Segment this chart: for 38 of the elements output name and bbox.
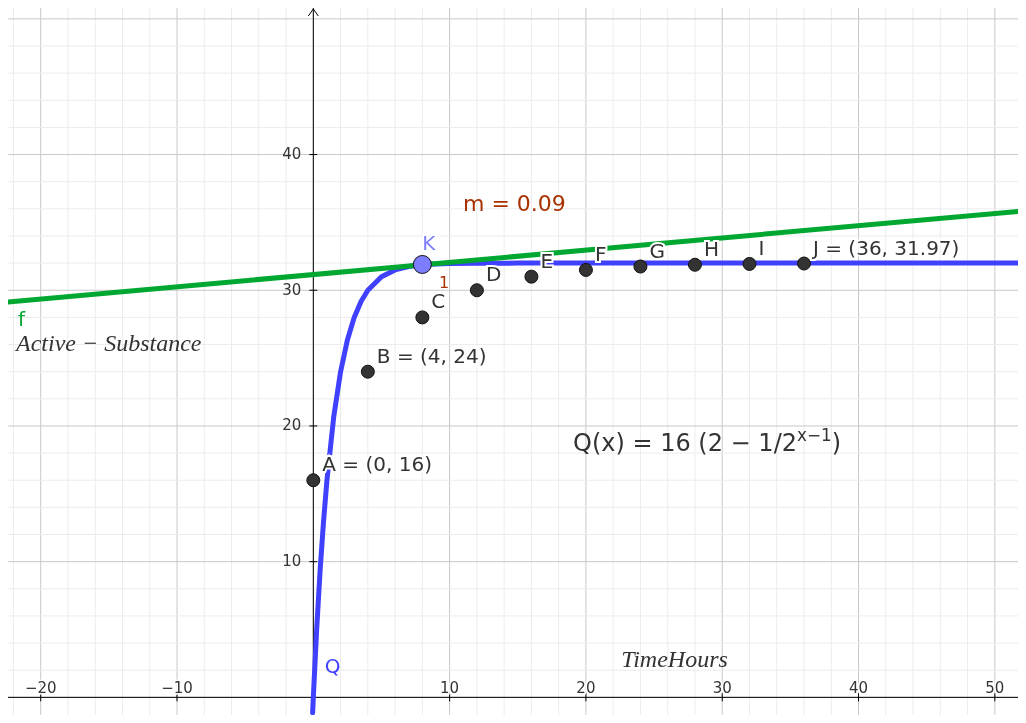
annotation: I bbox=[758, 235, 765, 260]
annotation: D bbox=[485, 262, 502, 287]
x-tick-label: −10 bbox=[161, 679, 193, 698]
point bbox=[412, 254, 432, 274]
x-tick-label: 40 bbox=[848, 679, 869, 698]
point bbox=[633, 259, 648, 274]
y-axis-title: Active − Substance bbox=[14, 330, 202, 357]
y-tick-label: 40 bbox=[282, 145, 302, 164]
point bbox=[306, 473, 321, 488]
annotation: m = 0.09 bbox=[463, 191, 566, 216]
y-tick-label: 10 bbox=[282, 552, 302, 571]
point bbox=[524, 269, 539, 284]
point bbox=[415, 310, 430, 325]
point bbox=[797, 256, 812, 271]
point bbox=[578, 262, 593, 277]
annotation: C bbox=[431, 289, 446, 314]
annotation: 1 bbox=[439, 273, 450, 292]
annotation: J = (36, 31.97) bbox=[811, 235, 960, 260]
point bbox=[687, 257, 702, 272]
point bbox=[360, 364, 375, 379]
annotation: K bbox=[422, 231, 437, 256]
y-tick-label: 20 bbox=[282, 416, 302, 435]
x-tick-label: 50 bbox=[985, 679, 1005, 698]
x-tick-label: 30 bbox=[712, 679, 732, 698]
annotation: B = (4, 24) bbox=[376, 343, 487, 368]
annotation: H bbox=[703, 236, 720, 261]
x-tick-label: −20 bbox=[24, 679, 57, 698]
annotation: E bbox=[540, 248, 554, 273]
x-axis-title: TimeHours bbox=[621, 646, 728, 673]
x-tick-label: 20 bbox=[576, 679, 596, 698]
point bbox=[469, 283, 484, 298]
series-label: Q bbox=[324, 653, 341, 678]
point bbox=[742, 256, 757, 271]
x-tick-label: 10 bbox=[440, 679, 460, 698]
y-tick-label: 30 bbox=[282, 280, 302, 299]
annotation: Q(x) = 16 (2 − 1/2$^{x−1}$) bbox=[573, 425, 842, 457]
series-label: f bbox=[18, 306, 26, 331]
annotation: G bbox=[649, 238, 665, 263]
